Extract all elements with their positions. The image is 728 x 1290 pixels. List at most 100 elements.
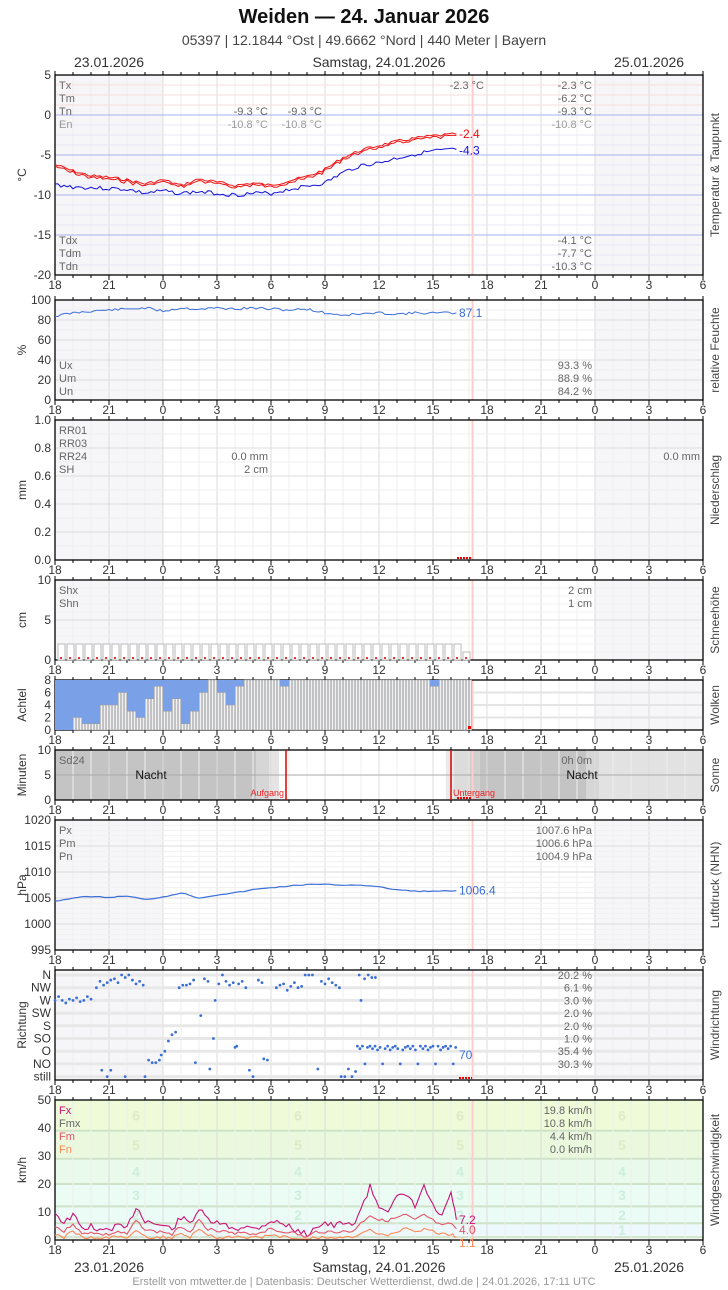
y-tick: 40 bbox=[38, 353, 52, 367]
legend-text: 20.2 % bbox=[558, 970, 592, 982]
x-tick: 3 bbox=[214, 563, 221, 577]
wind-dir-point bbox=[334, 983, 338, 987]
legend-text: Px bbox=[59, 825, 72, 837]
x-tick: 15 bbox=[426, 403, 440, 417]
wind-dir-point bbox=[158, 1058, 161, 1062]
wind-dir-point bbox=[134, 982, 138, 986]
x-tick: 6 bbox=[700, 1083, 707, 1097]
wind-dir-point bbox=[235, 1044, 239, 1048]
wind-dir-point bbox=[260, 981, 264, 985]
legend-text: Tdm bbox=[59, 248, 81, 260]
x-tick: 0 bbox=[160, 403, 167, 417]
x-tick: 3 bbox=[646, 663, 653, 677]
x-tick: 6 bbox=[268, 663, 275, 677]
wind-dir-point bbox=[426, 1048, 430, 1052]
legend-text: Fx bbox=[59, 1105, 72, 1117]
y-tick: 1000 bbox=[24, 917, 51, 931]
wind-dir-point bbox=[192, 978, 196, 982]
legend-text: Fmx bbox=[59, 1118, 81, 1130]
panel-title: Temperatur & Taupunkt bbox=[708, 112, 722, 237]
legend-text: Tm bbox=[59, 93, 75, 105]
legend-text: -2.3 °C bbox=[558, 80, 592, 92]
y-tick: 10 bbox=[38, 573, 52, 587]
legend-text: 19.8 km/h bbox=[544, 1105, 592, 1117]
wind-dir-point bbox=[449, 1044, 453, 1048]
x-tick: 6 bbox=[268, 563, 275, 577]
wind-dir-point bbox=[338, 986, 341, 990]
y-tick: 0.0 bbox=[34, 553, 51, 567]
y-tick: 0 bbox=[44, 1233, 51, 1247]
y-axis-label: Achtel bbox=[15, 688, 29, 721]
legend-text: 3.0 % bbox=[564, 995, 592, 1007]
wind-dir-point bbox=[358, 1047, 362, 1051]
legend-text: 1 cm bbox=[568, 598, 592, 610]
legend-text: 0.0 mm bbox=[231, 451, 268, 463]
y-tick: -15 bbox=[34, 228, 52, 242]
wind-dir-point bbox=[120, 973, 123, 977]
y-axis-label: % bbox=[15, 344, 29, 355]
x-tick: 21 bbox=[102, 403, 116, 417]
x-tick: 3 bbox=[214, 1083, 221, 1097]
wind-dir-point bbox=[102, 983, 105, 987]
x-tick: 15 bbox=[426, 803, 440, 817]
legend-text: 1007.6 hPa bbox=[536, 825, 593, 837]
wind-dir-point bbox=[388, 1048, 392, 1052]
wind-dir-point bbox=[316, 1067, 320, 1071]
humidity-current: 87.1 bbox=[459, 306, 483, 320]
wind-dir-point bbox=[300, 985, 303, 988]
beaufort-label: 3 bbox=[294, 1187, 302, 1203]
x-tick: 3 bbox=[646, 1243, 653, 1257]
beaufort-label: 2 bbox=[618, 1207, 626, 1223]
x-tick: 0 bbox=[160, 953, 167, 967]
wind-dir-point bbox=[109, 1068, 113, 1072]
wind-dir-point bbox=[366, 973, 370, 977]
x-tick: 3 bbox=[214, 663, 221, 677]
wind-dir-point bbox=[60, 999, 64, 1002]
legend-text: Pn bbox=[59, 851, 72, 863]
x-tick: 21 bbox=[102, 563, 116, 577]
beaufort-label: 6 bbox=[618, 1107, 626, 1123]
x-tick: 15 bbox=[426, 1243, 440, 1257]
wind-dir-point bbox=[181, 983, 185, 987]
x-tick: 0 bbox=[592, 403, 599, 417]
wind-dir-point bbox=[53, 999, 57, 1002]
wind-dir-current: 70 bbox=[459, 1048, 473, 1062]
wind-dir-point bbox=[199, 1014, 203, 1018]
y-tick: 995 bbox=[31, 943, 51, 957]
x-tick: 6 bbox=[700, 1243, 707, 1257]
wind-dir-point bbox=[441, 1045, 445, 1049]
legend-text: Shx bbox=[59, 585, 78, 597]
wind-dir-point bbox=[131, 978, 134, 982]
panel-title: Niederschlag bbox=[708, 455, 722, 525]
legend-text: -10.3 °C bbox=[552, 261, 593, 273]
data-line bbox=[54, 1183, 457, 1238]
wind-dir-point bbox=[78, 1000, 82, 1004]
legend-text: Fn bbox=[59, 1144, 72, 1156]
x-tick: 0 bbox=[592, 733, 599, 747]
legend-text: 2 cm bbox=[244, 464, 268, 476]
beaufort-label: 3 bbox=[132, 1187, 140, 1203]
data-line bbox=[54, 306, 457, 318]
legend-text: 84.2 % bbox=[558, 386, 592, 398]
x-tick: 18 bbox=[48, 563, 62, 577]
wind-dir-point bbox=[154, 1061, 158, 1065]
beaufort-label: 5 bbox=[294, 1137, 302, 1153]
legend-text: Shn bbox=[59, 598, 79, 610]
wind-dir-point bbox=[95, 986, 98, 990]
wind-dir-point bbox=[424, 1044, 427, 1048]
y-tick: 0 bbox=[44, 793, 51, 807]
y-tick: 0 bbox=[44, 653, 51, 667]
dewpoint-current: -4.3 bbox=[459, 143, 480, 157]
y-tick: 20 bbox=[38, 373, 52, 387]
wind-dir-point bbox=[391, 1045, 395, 1049]
temp-current: -2.4 bbox=[459, 127, 480, 141]
legend-text: En bbox=[59, 119, 72, 131]
x-tick: 18 bbox=[480, 803, 494, 817]
wind-dir-point bbox=[396, 1047, 400, 1051]
wind-dir-point bbox=[64, 1001, 68, 1005]
x-tick: 18 bbox=[48, 803, 62, 817]
legend-text: Tdn bbox=[59, 261, 78, 273]
beaufort-label: 6 bbox=[456, 1107, 464, 1123]
